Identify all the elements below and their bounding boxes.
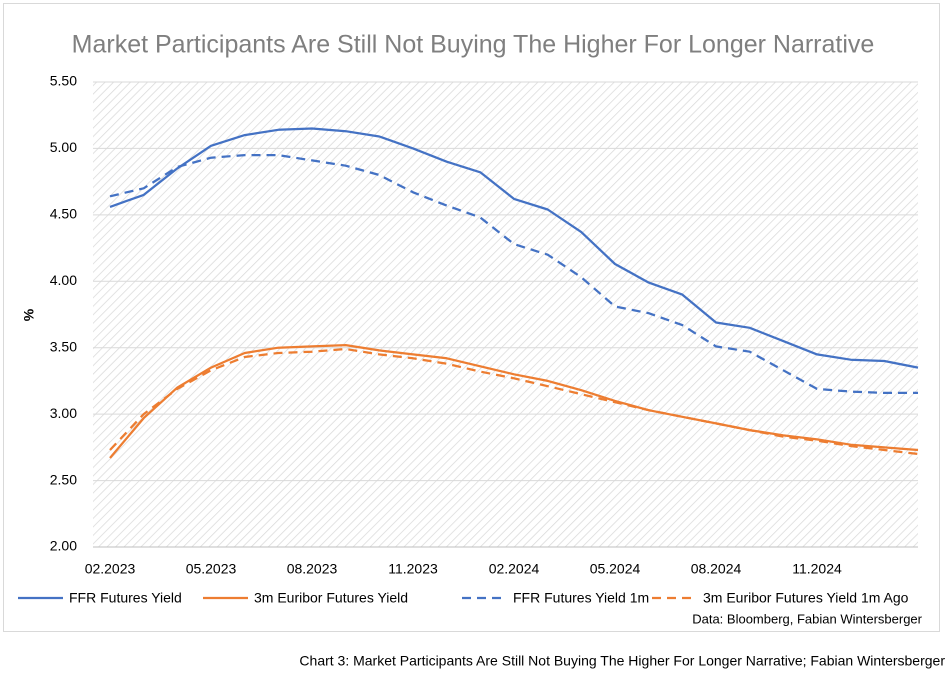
x-tick-label: 11.2024 [792, 561, 842, 577]
x-tick-label: 05.2024 [590, 561, 641, 577]
x-tick-label: 08.2024 [691, 561, 742, 577]
x-tick-label: 05.2023 [186, 561, 237, 577]
plot-area [93, 82, 918, 547]
y-tick-label: 4.50 [50, 206, 77, 222]
legend-label: 3m Euribor Futures Yield 1m Ago [703, 590, 909, 606]
x-tick-label: 02.2023 [85, 561, 136, 577]
y-tick-label: 3.50 [50, 338, 77, 354]
y-tick-label: 2.50 [50, 471, 77, 487]
caption: Chart 3: Market Participants Are Still N… [299, 653, 945, 669]
series-line [109, 127, 919, 369]
y-tick-label: 5.00 [50, 139, 77, 155]
series-line [109, 343, 919, 459]
y-tick-label: 4.00 [50, 272, 77, 288]
series-line [109, 153, 918, 395]
x-tick-label: 08.2023 [287, 561, 338, 577]
series-line [109, 347, 919, 456]
y-tick-label: 2.00 [50, 538, 77, 554]
x-tick-label: 02.2024 [489, 561, 540, 577]
legend-label: 3m Euribor Futures Yield [254, 590, 408, 606]
source: Data: Bloomberg, Fabian Wintersberger [692, 611, 922, 626]
legend-label: FFR Futures Yield 1m [513, 590, 649, 606]
y-axis-label: % [21, 308, 37, 321]
chart-title: Market Participants Are Still Not Buying… [72, 31, 875, 59]
legend-label: FFR Futures Yield [69, 590, 182, 606]
y-tick-label: 3.00 [50, 405, 77, 421]
x-tick-label: 11.2023 [388, 561, 438, 577]
y-tick-label: 5.50 [50, 73, 77, 89]
